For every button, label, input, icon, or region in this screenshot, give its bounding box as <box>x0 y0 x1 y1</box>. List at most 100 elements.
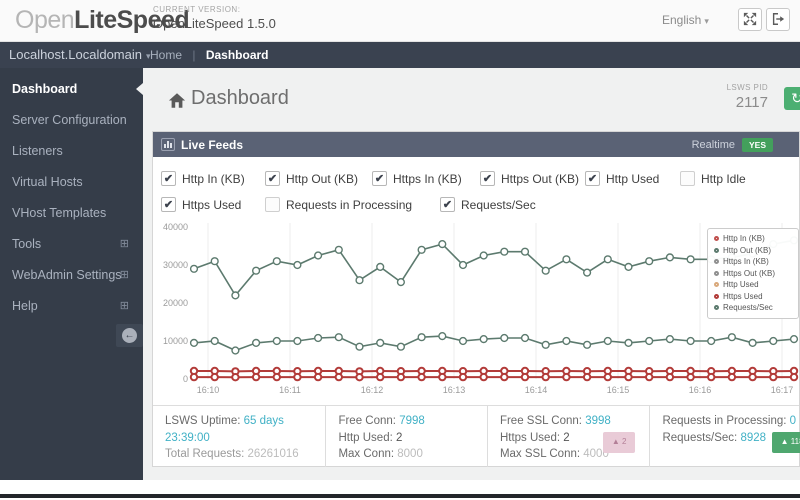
checkbox-label: Requests/Sec <box>461 197 536 212</box>
chevron-down-icon: ▾ <box>704 16 709 26</box>
checkbox-box[interactable]: ✔ <box>372 171 387 186</box>
svg-text:0: 0 <box>183 374 188 384</box>
logo-text-litespeed: LiteSpeed <box>74 6 190 34</box>
stat-value: 2 <box>563 431 570 444</box>
legend-item-https-in-kb[interactable]: Https In (KB) <box>714 256 792 268</box>
trend-badge-pink: ▲ 2 <box>602 432 636 453</box>
sidebar-item-tools[interactable]: Tools ⊞ <box>0 229 143 260</box>
legend-label: Https Used <box>723 291 763 301</box>
sidebar-item-server-configuration[interactable]: Server Configuration <box>0 105 143 136</box>
sidebar-item-help[interactable]: Help ⊞ <box>0 291 143 322</box>
legend-item-http-used[interactable]: Http Used <box>714 279 792 291</box>
svg-text:20000: 20000 <box>163 298 188 308</box>
legend-item-http-in-kb[interactable]: Http In (KB) <box>714 233 792 245</box>
sidebar-item-listeners[interactable]: Listeners <box>0 136 143 167</box>
stat-cell-3: Free SSL Conn: 3998 Https Used: 2 Max SSL … <box>486 406 650 467</box>
sidebar-collapse-button[interactable]: ← <box>116 324 143 347</box>
checkbox-box[interactable]: ✔ <box>480 171 495 186</box>
checkbox-label: Https In (KB) <box>393 171 462 186</box>
breadcrumb: Home | Dashboard <box>150 48 269 62</box>
checkbox-https-in-kb[interactable]: ✔ Https In (KB) <box>372 171 462 186</box>
server-selector[interactable]: Localhost.Localdomain ▾ <box>9 47 151 62</box>
checkbox-label: Https Used <box>182 197 242 212</box>
stat-value: 3998 <box>585 415 611 427</box>
checkbox-http-out-kb[interactable]: ✔ Http Out (KB) <box>265 171 358 186</box>
expand-plus-icon: ⊞ <box>119 238 129 250</box>
stat-line-https-used: Https Used: 2 <box>500 430 650 447</box>
realtime-label: Realtime <box>691 138 735 151</box>
stat-line-max-ssl-conn: Max SSL Conn: 4000 <box>500 446 650 463</box>
checkbox-requests-sec[interactable]: ✔ Requests/Sec <box>440 197 536 212</box>
legend-item-https-used[interactable]: Https Used <box>714 291 792 303</box>
stat-cell-2: Free Conn: 7998 Http Used: 2 Max Conn: 800… <box>325 406 487 467</box>
live-feeds-panel: Live Feeds Realtime YES ✔ Http In (KB) ✔ Ht… <box>152 131 800 467</box>
fullscreen-button[interactable] <box>738 8 762 31</box>
stat-label: Free Conn: <box>338 415 400 427</box>
legend-item-https-out-kb[interactable]: Https Out (KB) <box>714 268 792 280</box>
lsws-pid-block: LSWS PID 2117 <box>683 83 768 111</box>
sidebar-item-dashboard[interactable]: Dashboard <box>0 74 143 105</box>
sidebar-item-virtual-hosts[interactable]: Virtual Hosts <box>0 167 143 198</box>
page-title: Dashboard <box>191 87 289 109</box>
sidebar-item-webadmin-settings[interactable]: WebAdmin Settings ⊞ <box>0 260 143 291</box>
legend-marker-icon <box>714 236 719 242</box>
language-label: English <box>662 13 702 27</box>
checkbox-box[interactable]: ✔ <box>440 197 455 212</box>
stats-footer: LSWS Uptime: 65 days 23:39:00 Total Reque… <box>153 405 800 467</box>
checkbox-box[interactable]: ✔ <box>161 171 176 186</box>
stat-value: 8928 <box>740 431 767 444</box>
top-bar: OpenLiteSpeed CURRENT VERSION: OpenLiteS… <box>0 0 800 42</box>
legend-label: Requests/Sec <box>723 303 773 313</box>
chevron-down-icon: ▾ <box>145 51 151 61</box>
sidebar: Dashboard Server Configuration Listeners Vi… <box>0 68 143 480</box>
lsws-pid-label: LSWS PID <box>726 83 768 92</box>
checkbox-box[interactable] <box>265 197 280 212</box>
stat-cell-1: LSWS Uptime: 65 days 23:39:00 Total Reque… <box>153 406 325 467</box>
checkbox-https-out-kb[interactable]: ✔ Https Out (KB) <box>480 171 579 186</box>
checkbox-http-used[interactable]: ✔ Http Used <box>585 171 659 186</box>
checkbox-http-in-kb[interactable]: ✔ Http In (KB) <box>161 171 245 186</box>
checkbox-box[interactable]: ✔ <box>161 197 176 212</box>
breadcrumb-separator: | <box>192 48 196 62</box>
sidebar-item-vhost-templates[interactable]: VHost Templates <box>0 198 143 229</box>
refresh-button[interactable]: ↻ <box>784 87 800 110</box>
stat-line-total-requests: Total Requests: 26261016 <box>165 446 325 463</box>
lsws-pid-value: 2117 <box>735 94 768 111</box>
checkbox-box[interactable]: ✔ <box>265 171 280 186</box>
svg-text:16:17: 16:17 <box>771 385 794 395</box>
checkbox-box[interactable] <box>680 171 695 186</box>
legend-marker-icon <box>714 247 719 253</box>
stat-label: Total Requests: <box>165 448 248 460</box>
checkbox-http-idle[interactable]: Http Idle <box>680 171 746 186</box>
stat-line-http-used: Http Used: 2 <box>338 430 487 447</box>
checkbox-box[interactable]: ✔ <box>585 171 600 186</box>
sidebar-item-label: Listeners <box>12 144 63 158</box>
svg-text:40000: 40000 <box>163 222 188 232</box>
sidebar-item-label: Tools <box>12 237 42 251</box>
stat-value: 8000 <box>397 448 423 460</box>
expand-plus-icon: ⊞ <box>119 269 129 281</box>
svg-text:16:14: 16:14 <box>525 385 548 395</box>
live-feeds-chart: 0 10000 20000 30000 40000 16:10 16:11 16:12 16:1… <box>163 222 799 395</box>
legend-marker-icon <box>714 293 719 299</box>
version-label: CURRENT VERSION: <box>153 5 241 14</box>
breadcrumb-home-link[interactable]: Home <box>150 48 183 62</box>
language-selector[interactable]: English ▾ <box>662 13 709 27</box>
logout-button[interactable] <box>766 8 790 31</box>
legend-label: Http In (KB) <box>723 234 765 244</box>
legend-item-requests-sec[interactable]: Requests/Sec <box>714 302 792 314</box>
stat-line-requests-sec: Requests/Sec: 8928 <box>662 430 799 447</box>
legend-item-http-out-kb[interactable]: Http Out (KB) <box>714 245 792 257</box>
stat-label: Http Used: <box>338 431 396 444</box>
realtime-toggle[interactable]: YES <box>741 137 773 152</box>
legend-label: Http Used <box>723 280 759 290</box>
checkbox-requests-in-processing[interactable]: Requests in Processing <box>265 197 412 212</box>
checkbox-label: Http Used <box>606 171 660 186</box>
breadcrumb-current: Dashboard <box>205 48 269 62</box>
checkbox-https-used[interactable]: ✔ Https Used <box>161 197 241 212</box>
home-icon <box>168 93 186 108</box>
bar-chart-icon <box>161 138 175 151</box>
svg-text:16:10: 16:10 <box>197 385 220 395</box>
arrow-left-circle-icon: ← <box>122 328 137 343</box>
stat-line-max-conn: Max Conn: 8000 <box>338 446 487 463</box>
